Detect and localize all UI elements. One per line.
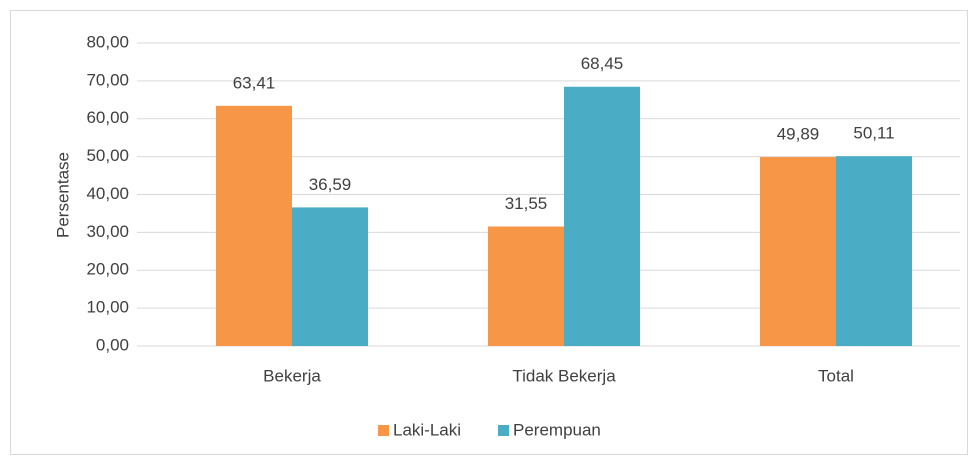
y-axis-label: Persentase xyxy=(53,152,72,238)
data-label: 50,11 xyxy=(853,124,894,143)
x-tick-label: Total xyxy=(818,366,854,385)
y-tick-label: 80,00 xyxy=(86,32,129,51)
y-tick-label: 60,00 xyxy=(86,108,129,127)
data-label: 49,89 xyxy=(777,125,820,144)
bar xyxy=(564,86,640,346)
bar xyxy=(216,105,292,346)
bar xyxy=(292,207,368,346)
bar xyxy=(836,156,912,346)
legend-label: Laki-Laki xyxy=(393,420,461,439)
x-tick-label: Bekerja xyxy=(263,366,321,385)
data-label: 31,55 xyxy=(505,194,548,213)
legend-swatch xyxy=(498,425,509,436)
y-tick-label: 0,00 xyxy=(96,335,129,354)
y-tick-label: 30,00 xyxy=(86,222,129,241)
legend-swatch xyxy=(378,425,389,436)
bar xyxy=(488,226,564,346)
data-label: 36,59 xyxy=(309,175,352,194)
bar xyxy=(760,157,836,346)
y-tick-label: 40,00 xyxy=(86,184,129,203)
y-tick-label: 50,00 xyxy=(86,146,129,165)
legend-label: Perempuan xyxy=(513,420,601,439)
y-tick-label: 70,00 xyxy=(86,70,129,89)
y-tick-label: 10,00 xyxy=(86,298,129,317)
data-label: 68,45 xyxy=(581,54,624,73)
x-tick-label: Tidak Bekerja xyxy=(512,366,616,385)
y-tick-label: 20,00 xyxy=(86,260,129,279)
data-label: 63,41 xyxy=(233,73,276,92)
